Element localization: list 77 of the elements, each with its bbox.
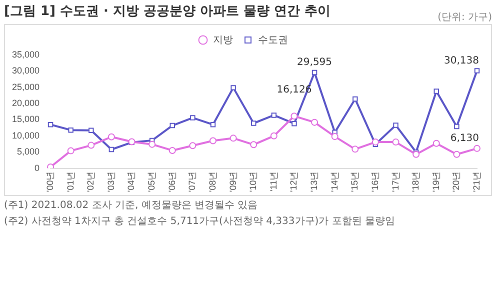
point	[392, 138, 400, 146]
point	[67, 147, 74, 154]
point	[292, 120, 297, 126]
y-tick-label: 20,000	[12, 98, 40, 108]
x-tick-label: '21년	[471, 171, 482, 192]
point	[270, 132, 278, 140]
point	[311, 118, 318, 126]
point	[108, 133, 115, 140]
x-tick-label: '13년	[309, 171, 320, 192]
text: (주1) 2021.08.02 조사 기준, 예정물량은 변경될수 있음	[4, 199, 259, 213]
point	[454, 124, 460, 130]
x-tick-label: '18년	[410, 171, 421, 192]
point	[331, 133, 338, 140]
point	[393, 122, 398, 128]
point	[250, 141, 258, 148]
point	[230, 134, 237, 142]
point	[190, 115, 196, 120]
chart-title: [그림 1] 수도권 · 지방 공공분양 아파트 물량 연간 추이	[4, 3, 331, 20]
x-tick-label: '02년	[86, 171, 96, 192]
y-tick-label: 25,000	[12, 82, 40, 92]
point	[290, 112, 298, 120]
y-tick-label: 5,000	[16, 146, 40, 157]
point	[271, 112, 277, 118]
point	[412, 150, 420, 158]
point	[209, 137, 216, 144]
point	[168, 146, 176, 154]
chart-subtitle: (단위: 가구)	[438, 11, 492, 24]
point	[108, 146, 114, 152]
point	[312, 70, 318, 76]
point	[210, 122, 216, 128]
point	[68, 127, 74, 133]
x-tick-label: '10년	[248, 171, 258, 192]
data-label: 29,595	[297, 57, 332, 68]
y-tick-label: 10,000	[12, 130, 40, 140]
x-tick-label: '07년	[187, 171, 198, 192]
x-tick-label: '11년	[268, 171, 278, 192]
point	[352, 96, 358, 102]
x-tick-label: '16년	[370, 171, 380, 192]
x-tick-label: '20년	[451, 171, 462, 192]
point	[434, 88, 440, 94]
point	[250, 120, 256, 126]
x-tick-label: '17년	[390, 171, 400, 192]
point	[88, 142, 95, 149]
point	[88, 128, 94, 134]
legend-label: 수도권	[258, 34, 288, 46]
point	[189, 142, 196, 150]
x-tick-label: '03년	[106, 171, 116, 192]
legend-label: 지방	[213, 34, 233, 46]
x-tick-label: '19년	[430, 171, 441, 192]
text: (주2) 사전청약 1차지구 총 건설호수 5,711가구(사전청약 4,333가구)가 포함된 물량임	[4, 215, 396, 229]
y-tick-label: 30,000	[12, 66, 40, 76]
x-tick-label: '00년	[45, 171, 56, 192]
data-label: 6,130	[450, 133, 480, 144]
point	[453, 150, 460, 158]
y-tick-label: 0	[34, 162, 40, 173]
x-tick-label: '14년	[329, 171, 340, 192]
point	[432, 140, 440, 147]
point	[474, 144, 480, 152]
x-tick-label: '09년	[228, 171, 238, 192]
point	[230, 85, 236, 90]
point	[148, 140, 156, 148]
x-tick-label: '05년	[146, 171, 157, 192]
x-tick-label: '08년	[207, 171, 218, 192]
y-tick-label: 15,000	[12, 114, 40, 124]
point	[170, 122, 175, 128]
x-tick-label: '12년	[288, 171, 299, 192]
x-tick-label: '04년	[126, 171, 136, 192]
point	[48, 122, 54, 128]
data-label: 30,138	[444, 55, 480, 66]
x-tick-label: '06년	[166, 171, 177, 192]
point	[352, 146, 359, 153]
y-tick-label: 35,000	[12, 49, 40, 60]
point	[47, 163, 54, 168]
point	[474, 68, 480, 74]
point	[372, 138, 379, 146]
x-tick-label: '15년	[350, 171, 360, 192]
x-tick-label: '01년	[65, 171, 76, 192]
